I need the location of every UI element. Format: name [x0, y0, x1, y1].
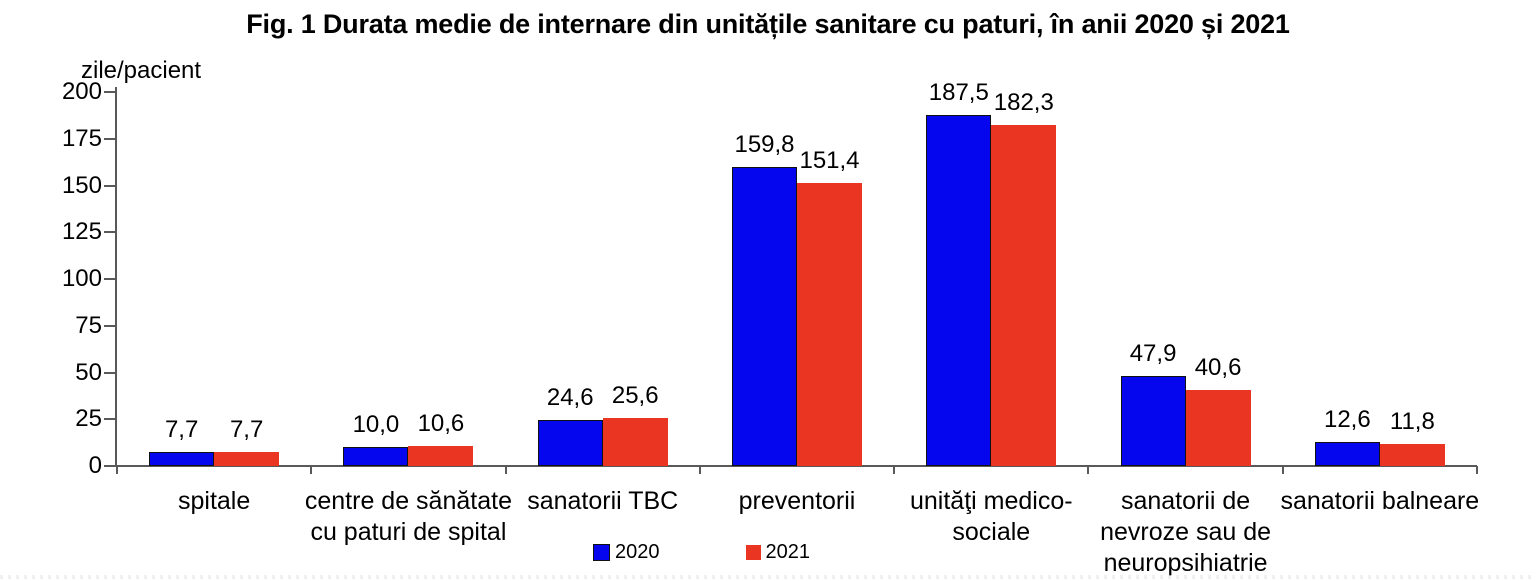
value-label-2021-5: 40,6 — [1194, 354, 1242, 382]
value-label-2020-3: 159,8 — [734, 131, 795, 159]
value-label-2021-4: 182,3 — [993, 89, 1054, 117]
legend-swatch-2021 — [745, 545, 761, 560]
x-tick-mark — [116, 466, 118, 474]
bar-2021-3 — [797, 182, 862, 466]
y-tick-label: 50 — [75, 358, 102, 386]
y-axis-line — [115, 87, 117, 467]
bar-2021-4 — [991, 125, 1057, 466]
x-tick-mark — [1476, 466, 1478, 474]
value-label-2020-5: 47,9 — [1129, 340, 1177, 368]
legend-item-2021: 2021 — [745, 541, 811, 564]
y-tick-mark — [104, 184, 116, 187]
bar-2020-1 — [343, 447, 409, 466]
category-label-4: unităţi medico-sociale — [909, 487, 1073, 546]
y-tick-mark — [104, 137, 116, 140]
y-tick-label: 150 — [61, 171, 102, 199]
x-axis-line — [117, 465, 1477, 467]
value-label-2020-6: 12,6 — [1323, 406, 1371, 434]
y-tick-label: 75 — [75, 311, 102, 339]
value-label-2020-0: 7,7 — [164, 415, 199, 443]
y-tick-label: 200 — [61, 78, 102, 105]
category-label-6: sanatorii balneare — [1280, 487, 1480, 515]
value-label-2021-3: 151,4 — [799, 146, 860, 174]
x-tick-mark — [1087, 466, 1090, 474]
x-tick-mark — [504, 466, 507, 474]
value-label-2021-0: 7,7 — [229, 415, 264, 443]
legend-label-2020: 2020 — [615, 541, 660, 563]
y-tick-label: 175 — [61, 124, 102, 152]
y-tick-label: 25 — [75, 405, 102, 433]
x-tick-mark — [310, 466, 313, 474]
x-tick-mark — [698, 466, 701, 474]
y-tick-label: 0 — [88, 452, 102, 479]
bar-2021-5 — [1185, 390, 1251, 466]
chart-title: Fig. 1 Durata medie de internare din uni… — [246, 9, 1290, 39]
bar-2021-1 — [408, 446, 474, 466]
y-tick-mark — [104, 91, 116, 93]
bar-2020-2 — [537, 419, 603, 466]
value-label-2021-1: 10,6 — [417, 410, 465, 438]
legend-label-2021: 2021 — [765, 541, 811, 563]
category-label-5: sanatorii de nevroze sau de neuropsihiatri… — [1100, 487, 1272, 577]
value-label-2020-1: 10,0 — [352, 411, 400, 439]
y-axis-unit-label: zile/pacient — [81, 57, 202, 84]
chart-legend: 2020 2021 — [593, 541, 810, 564]
bar-2020-3 — [732, 167, 797, 466]
x-tick-mark — [1281, 466, 1284, 474]
bar-2020-5 — [1120, 376, 1186, 466]
value-label-2021-6: 11,8 — [1389, 407, 1435, 435]
bar-2020-0 — [149, 451, 215, 466]
y-tick-mark — [104, 324, 116, 327]
y-tick-mark — [104, 231, 116, 234]
y-tick-mark — [104, 278, 116, 280]
category-label-3: preventorii — [738, 487, 856, 515]
legend-swatch-2020 — [593, 544, 610, 561]
bar-2020-4 — [926, 115, 992, 466]
category-label-2: sanatorii TBC — [527, 487, 679, 515]
y-tick-label: 100 — [61, 265, 102, 292]
bar-2021-0 — [214, 451, 280, 466]
bar-2021-2 — [602, 418, 668, 466]
y-tick-mark — [104, 418, 116, 421]
category-label-1: centre de sănătate cu paturi de spital — [304, 487, 512, 546]
bar-2021-6 — [1379, 443, 1445, 466]
category-label-0: spitale — [178, 487, 251, 515]
legend-item-2020: 2020 — [593, 541, 660, 564]
y-tick-label: 125 — [61, 218, 102, 246]
scan-artifact-line — [0, 575, 1536, 579]
bar-2020-6 — [1314, 442, 1380, 466]
value-label-2020-2: 24,6 — [546, 383, 594, 411]
value-label-2020-4: 187,5 — [928, 79, 989, 107]
y-tick-mark — [104, 465, 116, 467]
value-label-2021-2: 25,6 — [611, 382, 659, 410]
x-tick-mark — [893, 466, 896, 474]
y-tick-mark — [104, 371, 116, 374]
